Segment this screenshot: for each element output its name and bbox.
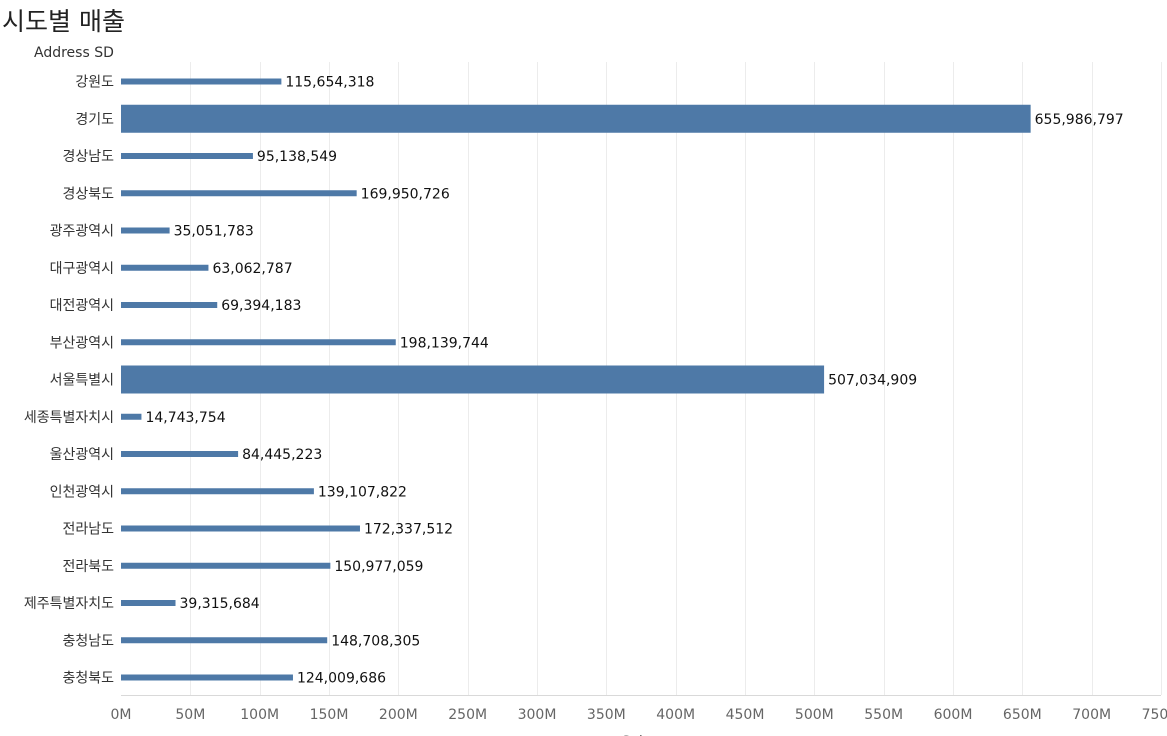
bar-15[interactable] <box>121 600 176 606</box>
bar-12[interactable] <box>121 488 314 495</box>
value-label: 84,445,223 <box>242 447 322 463</box>
x-tick-label: 700M <box>1072 707 1111 723</box>
bar-17[interactable] <box>121 674 293 681</box>
bar-14[interactable] <box>121 562 331 569</box>
category-label: 충청북도 <box>62 671 114 687</box>
value-label: 115,654,318 <box>285 75 374 91</box>
value-label: 14,743,754 <box>145 410 225 426</box>
bar-2[interactable] <box>121 104 1031 133</box>
bar-13[interactable] <box>121 525 360 532</box>
value-label: 169,950,726 <box>361 186 450 202</box>
row-field-label: Address SD <box>34 45 114 61</box>
x-tick-label: 100M <box>240 707 279 723</box>
value-label: 39,315,684 <box>180 596 260 612</box>
x-tick-label: 0M <box>111 707 132 723</box>
value-labels: 115,654,318 655,986,797 95,138,549 169,950,… <box>145 75 1123 687</box>
x-tick-label: 500M <box>795 707 834 723</box>
bar-4[interactable] <box>121 190 357 197</box>
category-label: 전라남도 <box>62 522 114 538</box>
bar-7[interactable] <box>121 302 218 308</box>
category-label: 인천광역시 <box>50 484 114 500</box>
value-label: 139,107,822 <box>318 484 407 500</box>
x-axis-title: Sales <box>621 734 658 736</box>
category-label: 울산광역시 <box>50 447 114 463</box>
value-label: 63,062,787 <box>212 261 292 277</box>
category-label: 광주광역시 <box>50 224 114 240</box>
value-label: 655,986,797 <box>1035 112 1124 128</box>
chart-title: 시도별 매출 <box>2 7 125 36</box>
bar-11[interactable] <box>121 451 239 457</box>
value-label: 148,708,305 <box>331 633 420 649</box>
x-tick-label: 200M <box>379 707 418 723</box>
bar-16[interactable] <box>121 637 328 644</box>
value-label: 95,138,549 <box>257 149 337 165</box>
x-tick-label: 400M <box>656 707 695 723</box>
bar-3[interactable] <box>121 153 253 159</box>
category-label: 경상북도 <box>62 186 114 202</box>
value-label: 35,051,783 <box>174 224 254 240</box>
category-label: 전라북도 <box>62 559 114 575</box>
bar-1[interactable] <box>121 78 282 85</box>
x-tick-label: 350M <box>587 707 626 723</box>
category-label: 서울특별시 <box>50 373 114 389</box>
x-tick-label: 750M <box>1142 707 1167 723</box>
category-label: 경기도 <box>75 112 114 128</box>
bars <box>121 78 1031 681</box>
x-axis: 0M 50M 100M 150M 200M 250M 300M 350M 400M 450M 500… <box>111 695 1167 736</box>
bar-10[interactable] <box>121 413 142 420</box>
x-tick-label: 250M <box>448 707 487 723</box>
value-label: 507,034,909 <box>828 373 917 389</box>
category-label: 강원도 <box>75 75 114 91</box>
category-label: 제주특별자치도 <box>24 596 114 612</box>
category-label: 대전광역시 <box>50 298 114 314</box>
category-label: 부산광역시 <box>50 335 114 351</box>
x-tick-label: 50M <box>175 707 205 723</box>
value-label: 172,337,512 <box>364 522 453 538</box>
bar-5[interactable] <box>121 227 170 234</box>
category-label: 대구광역시 <box>50 261 114 277</box>
category-labels: 강원도경기도경상남도경상북도광주광역시대구광역시대전광역시부산광역시서울특별시세… <box>24 75 114 687</box>
bar-6[interactable] <box>121 264 209 271</box>
category-label: 세종특별자치시 <box>24 410 114 426</box>
value-label: 124,009,686 <box>297 671 386 687</box>
x-tick-label: 300M <box>518 707 557 723</box>
bar-8[interactable] <box>121 339 396 346</box>
x-tick-label: 650M <box>1003 707 1042 723</box>
category-label: 경상남도 <box>62 149 114 165</box>
category-label: 충청남도 <box>62 633 114 649</box>
x-tick-label: 450M <box>726 707 765 723</box>
value-label: 69,394,183 <box>221 298 301 314</box>
bar-9[interactable] <box>121 365 825 394</box>
value-label: 150,977,059 <box>334 559 423 575</box>
x-tick-label: 600M <box>934 707 973 723</box>
value-label: 198,139,744 <box>400 335 489 351</box>
x-tick-label: 150M <box>310 707 349 723</box>
x-tick-label: 550M <box>864 707 903 723</box>
